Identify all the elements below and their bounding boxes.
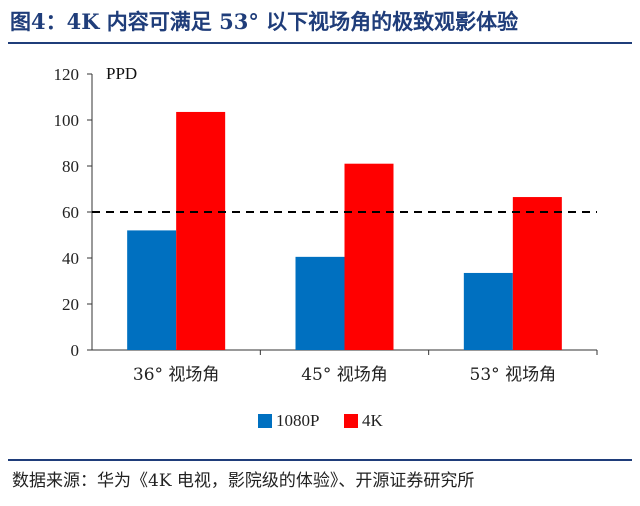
x-category-label: 45° 视场角 [301, 365, 388, 385]
x-category-label: 53° 视场角 [470, 365, 557, 385]
bar-1080p-1 [127, 230, 177, 350]
y-tick-label: 100 [54, 111, 80, 130]
figure-title: 图4：4K 内容可满足 53° 以下视场角的极致观影体验 [10, 9, 519, 34]
y-tick-label: 40 [62, 249, 79, 268]
x-category-label: 36° 视场角 [133, 365, 220, 385]
bar-1080p-2 [295, 256, 345, 350]
source-divider [8, 459, 632, 461]
bar-4k-1 [176, 111, 226, 350]
source-note: 数据来源：华为《4K 电视，影院级的体验》、开源证券研究所 [12, 471, 475, 491]
bar-4k-2 [344, 163, 394, 350]
title-divider [8, 42, 632, 44]
y-tick-label: 60 [62, 203, 79, 222]
y-tick-label: 80 [62, 157, 79, 176]
legend-label-4k: 4K [362, 411, 384, 430]
legend-label-1080p: 1080P [276, 411, 319, 430]
y-tick-label: 0 [71, 341, 80, 360]
y-tick-label: 120 [54, 65, 80, 84]
y-tick-label: 20 [62, 295, 79, 314]
y-axis-unit-label: PPD [106, 64, 137, 83]
legend-swatch-1080p [258, 414, 272, 428]
bar-1080p-3 [463, 272, 513, 350]
bar-chart: 0 20 40 60 80 100 120 PPD 36° 视场角 45° 视场角 53° 视场角 1… [54, 64, 598, 430]
legend-swatch-4k [344, 414, 358, 428]
bar-4k-3 [512, 197, 562, 350]
